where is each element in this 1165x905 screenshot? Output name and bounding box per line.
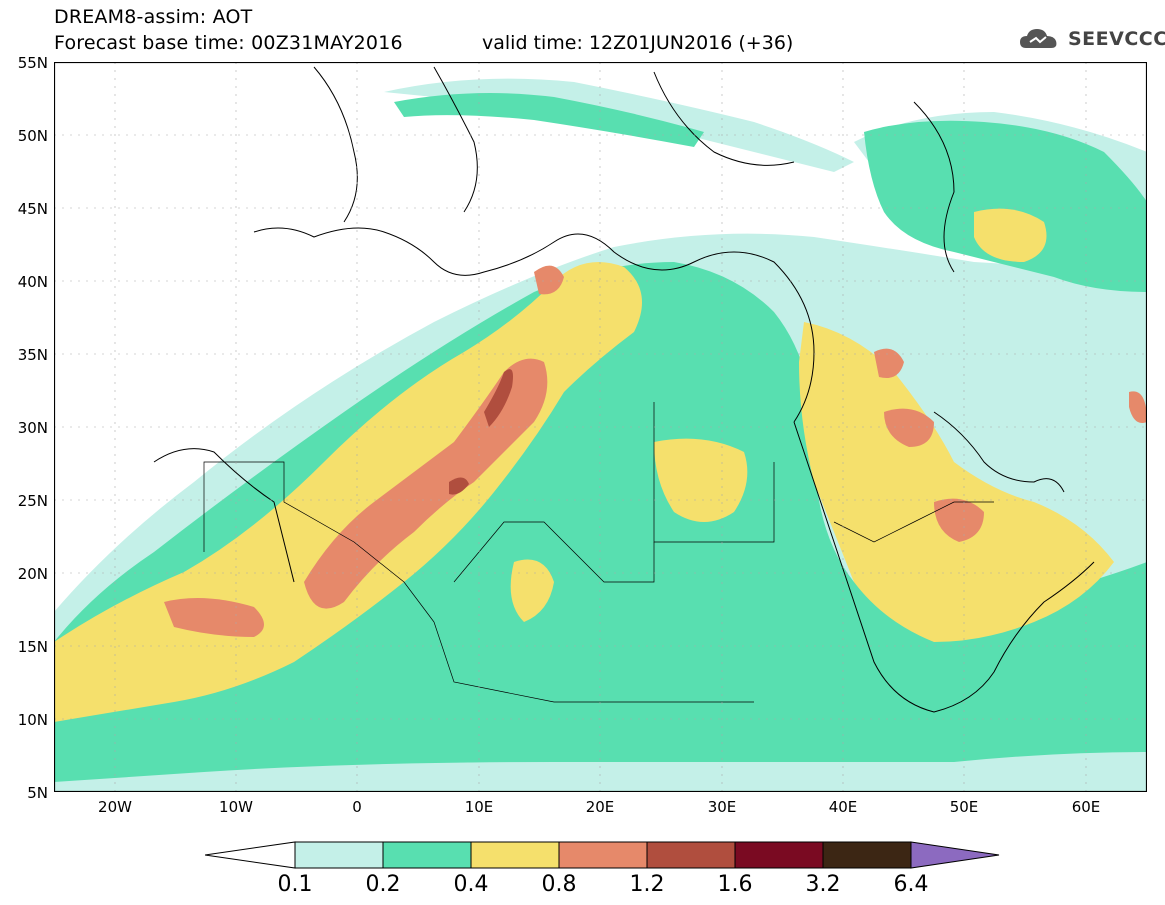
colorbar-label: 0.4 [453, 872, 489, 897]
base-time-label: Forecast base time: 00Z31MAY2016 [54, 32, 403, 54]
lat-label: 15N [17, 638, 48, 656]
country-borders [203, 402, 994, 703]
lon-label: 10W [219, 798, 253, 816]
lon-label: 50E [949, 798, 979, 816]
lat-label: 30N [17, 419, 48, 437]
lat-label: 20N [17, 565, 48, 583]
colorbar-label: 0.8 [541, 872, 577, 897]
lat-label: 5N [27, 784, 48, 802]
lon-label: 40E [828, 798, 858, 816]
coastlines [153, 66, 1095, 713]
lat-label: 40N [17, 273, 48, 291]
lon-label: 20W [98, 798, 132, 816]
aot-band-05 [449, 369, 513, 495]
colorbar-high-arrow [910, 841, 1000, 869]
map-title: DREAM8-assim: AOT [54, 6, 253, 28]
lon-label: 10E [464, 798, 494, 816]
lon-label: 0 [352, 798, 362, 816]
colorbar-low-arrow [205, 841, 296, 869]
lat-label: 10N [17, 711, 48, 729]
lon-label: 60E [1071, 798, 1101, 816]
colorbar-swatch [470, 841, 560, 869]
colorbar-label: 0.2 [365, 872, 401, 897]
colorbar-label: 6.4 [893, 872, 929, 897]
colorbar-label: 0.1 [277, 872, 313, 897]
lon-label: 20E [585, 798, 615, 816]
lat-label: 50N [17, 127, 48, 145]
colorbar-label: 1.2 [629, 872, 665, 897]
aot-band-04 [164, 265, 1147, 637]
aot-map [54, 62, 1147, 792]
lat-label: 55N [17, 54, 48, 72]
graticule [54, 62, 1147, 792]
lat-label: 25N [17, 492, 48, 510]
lon-label: 30E [707, 798, 737, 816]
cloud-logo-icon [1020, 29, 1057, 48]
logo-text: SEEVCCC [1068, 28, 1165, 50]
colorbar-swatch [646, 841, 736, 869]
colorbar [205, 841, 1000, 869]
valid-time-label: valid time: 12Z01JUN2016 (+36) [482, 32, 794, 54]
colorbar-swatch [558, 841, 648, 869]
colorbar-swatch [734, 841, 824, 869]
colorbar-swatch [294, 841, 384, 869]
colorbar-label: 1.6 [717, 872, 753, 897]
colorbar-label: 3.2 [805, 872, 841, 897]
aot-band-02 [54, 93, 1147, 782]
lat-label: 35N [17, 346, 48, 364]
lat-label: 45N [17, 200, 48, 218]
colorbar-swatch [382, 841, 472, 869]
colorbar-swatch [822, 841, 912, 869]
